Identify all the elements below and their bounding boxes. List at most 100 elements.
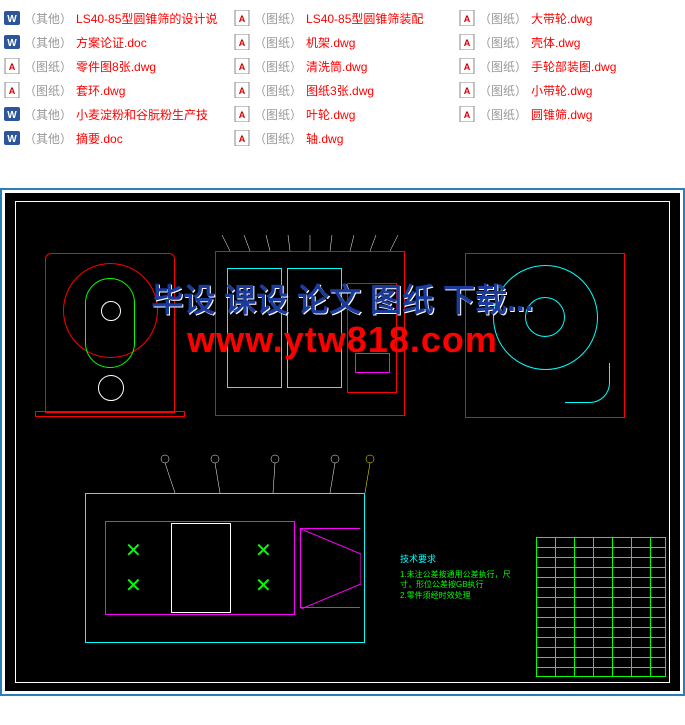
svg-text:A: A bbox=[239, 134, 246, 144]
cad-cross-2: ✕ bbox=[125, 573, 142, 598]
word-icon: W bbox=[4, 130, 20, 146]
file-name: 手轮部装图.dwg bbox=[531, 58, 616, 75]
svg-text:A: A bbox=[239, 14, 246, 24]
file-item[interactable]: A （图纸）LS40-85型圆锥筛装配 bbox=[232, 6, 457, 30]
cad-notes-line: 1.未注公差按通用公差执行，尺寸，形位公差按GB执行 bbox=[400, 570, 520, 591]
file-name: 摘要.doc bbox=[76, 130, 123, 147]
svg-text:A: A bbox=[464, 110, 471, 120]
cad-notes: 技术要求 1.未注公差按通用公差执行，尺寸，形位公差按GB执行 2.零件须经时效… bbox=[400, 554, 520, 601]
dwg-icon: A bbox=[459, 34, 475, 50]
file-tag: （图纸） bbox=[254, 82, 302, 99]
file-tag: （图纸） bbox=[24, 58, 72, 75]
file-tag: （图纸） bbox=[479, 106, 527, 123]
cad-title-block bbox=[536, 537, 666, 677]
word-icon: W bbox=[4, 34, 20, 50]
dwg-icon: A bbox=[4, 82, 20, 98]
svg-text:A: A bbox=[239, 86, 246, 96]
watermark-text-1: 毕设 课设 论文 图纸 下载... bbox=[5, 275, 680, 321]
dwg-icon: A bbox=[459, 10, 475, 26]
svg-text:A: A bbox=[464, 62, 471, 72]
file-tag: （图纸） bbox=[479, 34, 527, 51]
watermark-text-2: www.ytw818.com bbox=[5, 319, 680, 361]
file-tag: （其他） bbox=[24, 106, 72, 123]
dwg-icon: A bbox=[459, 106, 475, 122]
svg-text:A: A bbox=[9, 62, 16, 72]
cad-cross-4: ✕ bbox=[255, 573, 272, 598]
file-tag: （图纸） bbox=[479, 82, 527, 99]
file-item[interactable]: A（图纸）图纸3张.dwg bbox=[232, 78, 457, 102]
dwg-icon: A bbox=[459, 58, 475, 74]
svg-text:A: A bbox=[464, 86, 471, 96]
dwg-icon: A bbox=[234, 34, 250, 50]
svg-text:A: A bbox=[9, 86, 16, 96]
svg-text:W: W bbox=[7, 110, 17, 121]
file-tag: （其他） bbox=[24, 34, 72, 51]
cad-plan-leaders bbox=[155, 453, 375, 493]
svg-text:A: A bbox=[464, 38, 471, 48]
file-item[interactable]: A （图纸）机架.dwg bbox=[232, 30, 457, 54]
file-tag: （图纸） bbox=[254, 106, 302, 123]
file-name: 小麦淀粉和谷朊粉生产技 bbox=[76, 106, 208, 123]
file-item[interactable]: A （图纸）轴.dwg bbox=[232, 126, 457, 150]
file-name: 套环.dwg bbox=[76, 82, 125, 99]
file-item[interactable]: W（其他）摘要.doc bbox=[2, 126, 232, 150]
file-item[interactable]: A （图纸）叶轮.dwg bbox=[232, 102, 457, 126]
cad-cross-3: ✕ bbox=[255, 538, 272, 563]
cad-leaders bbox=[220, 233, 400, 251]
file-tag: （图纸） bbox=[254, 58, 302, 75]
file-tag: （图纸） bbox=[254, 130, 302, 147]
dwg-icon: A bbox=[4, 58, 20, 74]
dwg-icon: A bbox=[234, 82, 250, 98]
file-name: 轴.dwg bbox=[306, 130, 343, 147]
file-name: 方案论证.doc bbox=[76, 34, 147, 51]
cad-plan-cone bbox=[300, 528, 360, 608]
svg-text:A: A bbox=[464, 14, 471, 24]
cad-notes-line: 2.零件须经时效处理 bbox=[400, 591, 520, 601]
cad-plan-mid bbox=[171, 523, 231, 613]
dwg-icon: A bbox=[234, 10, 250, 26]
file-tag: （图纸） bbox=[254, 34, 302, 51]
cad-canvas: ✕ ✕ ✕ ✕ 技术要求 1.未注公差按通用公差执行，尺寸，形位公差按GB执行 … bbox=[5, 193, 680, 691]
file-name: 圆锥筛.dwg bbox=[531, 106, 592, 123]
svg-text:W: W bbox=[7, 14, 17, 25]
svg-text:A: A bbox=[239, 110, 246, 120]
file-column-2: A（图纸）LS40-85型圆锥筛装配A（图纸）机架.dwgA（图纸）清洗筒.dw… bbox=[232, 6, 457, 150]
file-item[interactable]: A（图纸）壳体.dwg bbox=[457, 30, 667, 54]
spacer bbox=[0, 160, 685, 188]
file-item[interactable]: W （其他）小麦淀粉和谷朊粉生产技 bbox=[2, 102, 232, 126]
svg-text:A: A bbox=[239, 62, 246, 72]
file-item[interactable]: W（其他）LS40-85型圆锥筛的设计说 bbox=[2, 6, 232, 30]
file-name: 机架.dwg bbox=[306, 34, 355, 51]
cad-small-pulley bbox=[98, 375, 124, 401]
file-list: W（其他）LS40-85型圆锥筛的设计说W（其他）方案论证.docA（图纸）零件… bbox=[0, 0, 685, 160]
file-item[interactable]: A（图纸）套环.dwg bbox=[2, 78, 232, 102]
file-item[interactable]: A （图纸）小带轮.dwg bbox=[457, 78, 667, 102]
file-name: 小带轮.dwg bbox=[531, 82, 592, 99]
dwg-icon: A bbox=[234, 130, 250, 146]
file-tag: （图纸） bbox=[254, 10, 302, 27]
cad-base-1 bbox=[35, 411, 185, 417]
svg-text:A: A bbox=[239, 38, 246, 48]
file-column-1: W（其他）LS40-85型圆锥筛的设计说W（其他）方案论证.docA（图纸）零件… bbox=[2, 6, 232, 150]
cad-chute bbox=[565, 363, 610, 403]
cad-notes-title: 技术要求 bbox=[400, 554, 520, 566]
file-tag: （其他） bbox=[24, 130, 72, 147]
file-name: 零件图8张.dwg bbox=[76, 58, 156, 75]
svg-text:W: W bbox=[7, 38, 17, 49]
file-item[interactable]: A （图纸）圆锥筛.dwg bbox=[457, 102, 667, 126]
word-icon: W bbox=[4, 10, 20, 26]
file-tag: （其他） bbox=[24, 10, 72, 27]
dwg-icon: A bbox=[234, 58, 250, 74]
file-item[interactable]: A（图纸）手轮部装图.dwg bbox=[457, 54, 667, 78]
cad-preview-frame: ✕ ✕ ✕ ✕ 技术要求 1.未注公差按通用公差执行，尺寸，形位公差按GB执行 … bbox=[0, 188, 685, 696]
file-item[interactable]: A（图纸）清洗筒.dwg bbox=[232, 54, 457, 78]
file-name: 叶轮.dwg bbox=[306, 106, 355, 123]
dwg-icon: A bbox=[234, 106, 250, 122]
file-item[interactable]: A（图纸）大带轮.dwg bbox=[457, 6, 667, 30]
file-name: LS40-85型圆锥筛装配 bbox=[306, 10, 423, 27]
file-column-3: A（图纸）大带轮.dwgA（图纸）壳体.dwgA（图纸）手轮部装图.dwgA（图… bbox=[457, 6, 667, 150]
file-item[interactable]: A （图纸）零件图8张.dwg bbox=[2, 54, 232, 78]
file-tag: （图纸） bbox=[479, 10, 527, 27]
word-icon: W bbox=[4, 106, 20, 122]
file-item[interactable]: W （其他）方案论证.doc bbox=[2, 30, 232, 54]
